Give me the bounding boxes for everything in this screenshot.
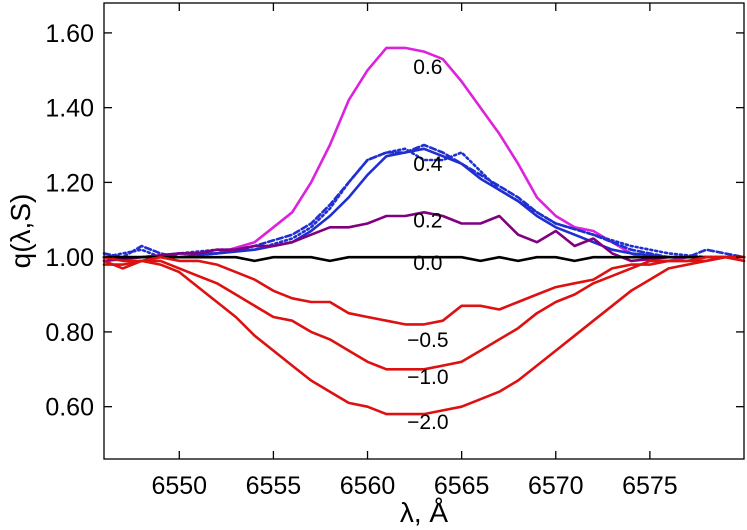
series-value-label: −2.0 <box>407 411 448 434</box>
x-tick-label: 6555 <box>246 472 302 500</box>
x-tick-label: 6565 <box>434 472 490 500</box>
y-tick-label: 0.80 <box>45 319 94 347</box>
series-value-label: 0.4 <box>413 153 443 176</box>
x-tick-label: 6575 <box>622 472 678 500</box>
series-value-label: −0.5 <box>407 329 448 352</box>
y-axis-title: q(λ,S) <box>5 194 36 269</box>
series-value-label: 0.6 <box>413 56 442 79</box>
series-value-label: 0.2 <box>413 209 442 232</box>
series-line-8 <box>102 255 746 371</box>
series-line-6 <box>102 255 746 263</box>
series-value-label: 0.0 <box>413 252 442 275</box>
x-tick-label: 6550 <box>151 472 207 500</box>
x-tick-label: 6570 <box>528 472 584 500</box>
y-tick-label: 0.60 <box>45 394 94 422</box>
series-layer <box>102 46 746 416</box>
plot-frame <box>103 2 745 460</box>
y-tick-label: 1.00 <box>45 244 94 272</box>
y-tick-label: 1.40 <box>45 95 94 123</box>
series-line-3 <box>102 143 746 259</box>
series-line-9 <box>102 255 746 416</box>
x-axis-ticks: 6550 6555 6560 6565 6570 6575 <box>151 3 678 500</box>
x-tick-label: 6560 <box>340 472 396 500</box>
x-axis-title: λ, Å <box>400 497 449 528</box>
y-axis-ticks: 0.60 0.80 1.00 1.20 1.40 1.60 <box>45 20 744 422</box>
series-value-label: −1.0 <box>407 366 448 389</box>
y-tick-label: 1.20 <box>45 169 94 197</box>
series-line-5 <box>102 211 746 263</box>
y-tick-label: 1.60 <box>45 20 94 48</box>
series-label-layer: 0.6 0.4 0.2 0.0 −0.5 −1.0 −2.0 <box>407 56 448 434</box>
